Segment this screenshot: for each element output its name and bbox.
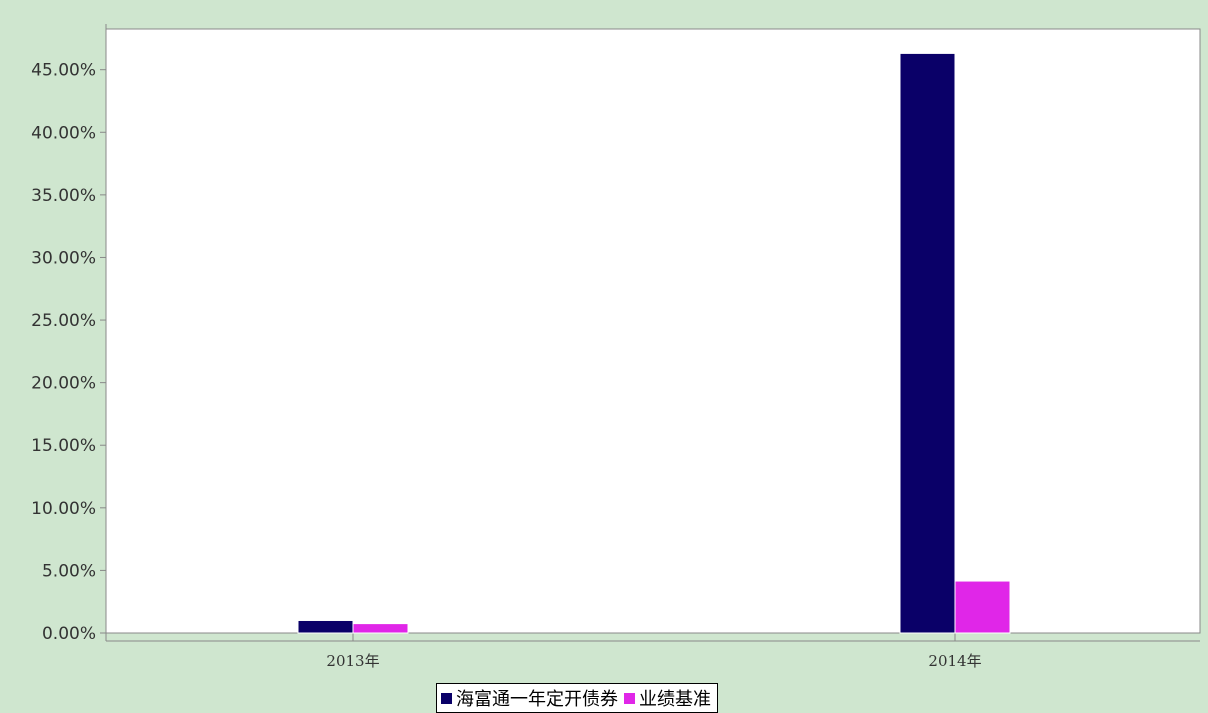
y-tick-label: 35.00% [31, 186, 96, 206]
y-tick-label: 30.00% [31, 248, 96, 268]
y-tick-label: 5.00% [42, 561, 96, 581]
y-tick-label: 0.00% [42, 624, 96, 644]
y-tick-label: 10.00% [31, 499, 96, 519]
bar-series-1-2014年 [899, 52, 956, 634]
y-tick-label: 45.00% [31, 61, 96, 81]
bar-series-1-2013年 [297, 619, 354, 634]
legend-item-series-1: 海富通一年定开债券 [441, 685, 618, 711]
bar-series-2-2013年 [352, 623, 409, 634]
bar-series-2-2014年 [954, 580, 1011, 634]
legend-label-series-1: 海富通一年定开债券 [456, 689, 618, 710]
x-tick-label: 2014年 [928, 652, 981, 670]
legend-label-series-2: 业绩基准 [639, 689, 711, 710]
plot-area [105, 28, 1201, 634]
legend-swatch-series-1 [441, 692, 452, 704]
y-tick-label: 15.00% [31, 436, 96, 456]
x-tick-label: 2013年 [326, 652, 379, 670]
legend-swatch-series-2 [624, 692, 635, 704]
y-tick-label: 20.00% [31, 374, 96, 394]
legend-item-series-2: 业绩基准 [624, 685, 711, 711]
y-tick-label: 40.00% [31, 123, 96, 143]
chart-legend: 海富通一年定开债券 业绩基准 [436, 683, 718, 713]
y-tick-label: 25.00% [31, 311, 96, 331]
